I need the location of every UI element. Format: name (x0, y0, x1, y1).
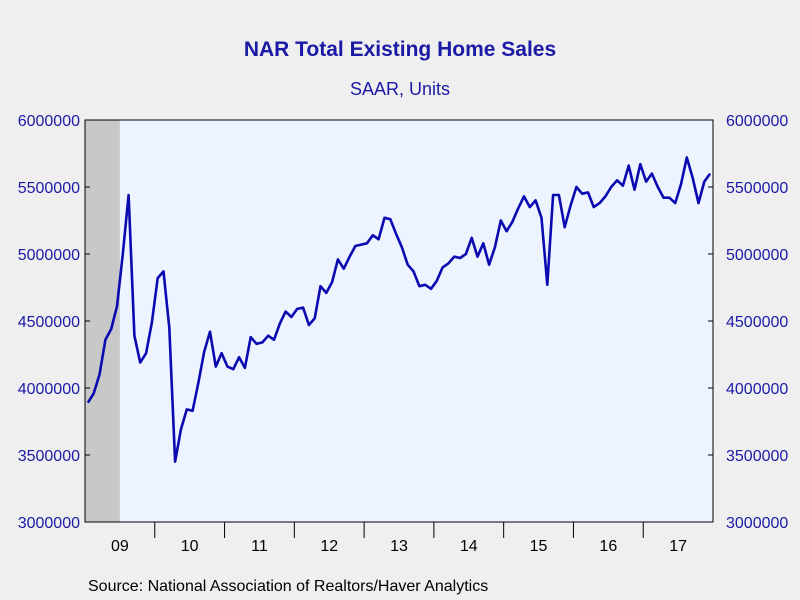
x-axis: 09 10 11 12 13 14 15 16 17 (111, 522, 687, 555)
chart-title: NAR Total Existing Home Sales (243, 38, 557, 61)
y-axis-right: 3000000 3500000 4000000 4500000 5000000 55000… (708, 113, 788, 532)
y-tick-label-right: 3500000 (726, 448, 788, 465)
y-tick-label-right: 3000000 (726, 515, 788, 532)
y-tick-label-right: 5500000 (726, 180, 788, 197)
x-tick-label: 17 (669, 538, 687, 555)
y-tick-label-left: 6000000 (18, 113, 80, 130)
x-tick-label: 15 (530, 538, 548, 555)
y-tick-label-right: 4500000 (726, 314, 788, 331)
x-tick-label: 16 (599, 538, 617, 555)
x-tick-label: 13 (390, 538, 408, 555)
y-tick-label-right: 6000000 (726, 113, 788, 130)
y-tick-label-left: 5500000 (18, 180, 80, 197)
y-tick-label-left: 4000000 (18, 381, 80, 398)
series-line (86, 156, 712, 464)
recession-shading (85, 120, 120, 522)
x-tick-label: 14 (460, 538, 478, 555)
plot-frame (84, 119, 714, 523)
y-axis-left: 3000000 3500000 4000000 4500000 5000000 55000… (18, 113, 90, 532)
x-tick-label: 09 (111, 538, 129, 555)
source-note: Source: National Association of Realtors… (88, 578, 489, 595)
y-tick-label-left: 3000000 (18, 515, 80, 532)
y-tick-label-left: 5000000 (18, 247, 80, 264)
x-tick-label: 11 (251, 538, 268, 555)
y-tick-label-left: 3500000 (18, 448, 80, 465)
x-tick-label: 10 (181, 538, 199, 555)
chart-subtitle: SAAR, Units (349, 79, 451, 99)
x-tick-label: 12 (320, 538, 338, 555)
y-tick-label-right: 4000000 (726, 381, 788, 398)
plot-area (85, 120, 713, 522)
y-tick-label-right: 5000000 (726, 247, 788, 264)
y-tick-label-left: 4500000 (18, 314, 80, 331)
